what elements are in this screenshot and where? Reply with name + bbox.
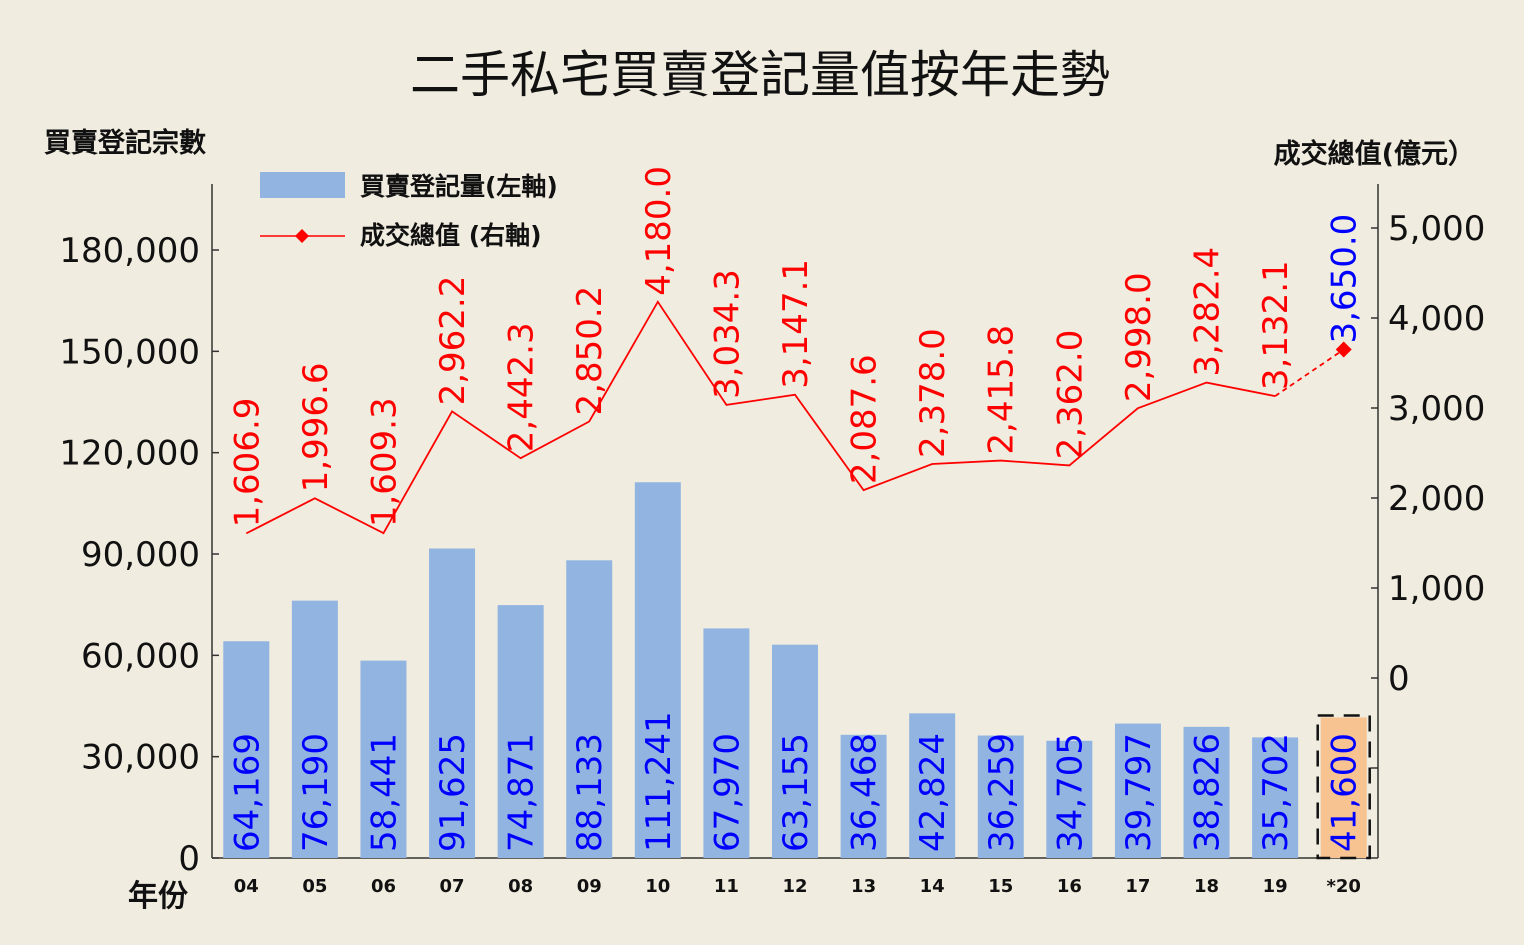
right-axis-tick-label: 1,000	[1388, 569, 1485, 609]
x-tick-label: 11	[714, 876, 739, 897]
line-data-label: 1,606.9	[227, 398, 267, 528]
line-data-label: 2,378.0	[913, 328, 953, 458]
bar	[223, 641, 270, 858]
bar-data-label: 41,600	[1325, 733, 1365, 852]
legend-line-label: 成交總值 (右軸)	[360, 221, 542, 250]
line-data-label: 2,442.3	[502, 322, 542, 452]
bar-data-label: 74,871	[502, 733, 542, 852]
x-tick-label: 07	[440, 876, 465, 897]
x-tick-label: 08	[508, 876, 533, 897]
right-axis-tick-label: 0	[1388, 659, 1410, 699]
legend-bar-swatch	[260, 172, 345, 198]
x-tick-label: 13	[851, 876, 876, 897]
left-axis-tick-label: 150,000	[59, 332, 200, 372]
bar	[497, 605, 544, 858]
bar	[772, 644, 818, 858]
left-axis-tick-label: 0	[178, 839, 200, 879]
x-tick-label: 12	[782, 876, 807, 897]
x-tick-label: 10	[645, 876, 670, 897]
left-axis-tick-label: 180,000	[59, 231, 200, 271]
x-tick-label: 18	[1194, 876, 1219, 897]
line-data-label: 2,362.0	[1050, 330, 1090, 460]
bar-data-label: 58,441	[364, 733, 404, 852]
left-axis-title: 買賣登記宗數	[44, 127, 206, 159]
x-tick-label: 05	[302, 876, 327, 897]
bar-data-label: 76,190	[296, 733, 336, 852]
x-axis-title: 年份	[128, 879, 188, 914]
x-tick-label: 16	[1057, 876, 1082, 897]
left-axis-tick-label: 90,000	[81, 535, 200, 575]
bar	[634, 482, 681, 858]
x-tick-label: 14	[920, 876, 945, 897]
bar-data-label: 42,824	[913, 733, 953, 852]
left-axis-tick-label: 60,000	[81, 636, 200, 676]
legend-bar-label: 買賣登記量(左軸)	[360, 172, 558, 201]
bar-data-label: 111,241	[639, 711, 679, 852]
highlight-box	[1316, 714, 1371, 860]
bar-data-label: 36,468	[845, 733, 885, 852]
bar	[977, 735, 1024, 858]
x-tick-label: 06	[371, 876, 396, 897]
line-data-label: 1,609.3	[364, 397, 404, 527]
bar-data-label: 34,705	[1050, 733, 1090, 852]
bar	[1046, 740, 1093, 858]
bar-data-label: 67,970	[707, 733, 747, 852]
legend-line-marker	[295, 229, 309, 243]
bar-data-label: 35,702	[1256, 733, 1296, 852]
legend: 買賣登記量(左軸) 成交總值 (右軸)	[260, 172, 558, 250]
bar-data-label: 38,826	[1188, 733, 1228, 852]
line-data-label: 3,034.3	[707, 269, 747, 399]
bar	[1320, 717, 1367, 858]
plot-area: 0 30,000 60,000 90,000 120,000 150,000 180,000…	[59, 166, 1485, 897]
right-axis-title: 成交總值(億元）	[1274, 138, 1475, 170]
bar	[703, 628, 750, 858]
value-point-marker	[1335, 341, 1352, 358]
line-data-label: 2,415.8	[982, 325, 1022, 455]
right-axis-tick-label: 4,000	[1388, 299, 1485, 339]
left-axis-tick-label: 30,000	[81, 738, 200, 778]
bar	[840, 734, 887, 858]
bar	[1183, 726, 1230, 858]
bar	[566, 560, 613, 858]
line-data-label: 2,962.2	[433, 276, 473, 406]
right-axis-tick-label: 5,000	[1388, 209, 1485, 249]
right-axis-tick-label: 3,000	[1388, 389, 1485, 429]
bar-data-label: 39,797	[1119, 733, 1159, 852]
bar	[360, 660, 407, 858]
line-data-label: 2,850.2	[570, 286, 610, 416]
x-tick-label: 19	[1263, 876, 1288, 897]
line-data-label: 3,132.1	[1256, 260, 1296, 390]
x-tick-label: *20	[1326, 876, 1360, 897]
bar-data-label: 63,155	[776, 733, 816, 852]
line-data-label: 3,147.1	[776, 259, 816, 389]
right-axis-tick-label: 2,000	[1388, 479, 1485, 519]
bar	[909, 713, 956, 858]
line-data-label: 2,087.6	[845, 354, 885, 484]
x-tick-label: 17	[1125, 876, 1150, 897]
value-line	[245, 300, 1276, 535]
value-line-dashed-segment	[1274, 348, 1345, 397]
line-data-label: 3,282.4	[1188, 247, 1228, 377]
x-tick-label: 09	[577, 876, 602, 897]
bar	[1114, 723, 1161, 858]
bar-data-label: 64,169	[227, 733, 267, 852]
bar	[1252, 737, 1299, 858]
left-axis-tick-label: 120,000	[59, 434, 200, 474]
bar	[429, 548, 476, 858]
x-tick-label: 04	[234, 876, 259, 897]
bar-data-label: 88,133	[570, 733, 610, 852]
line-data-label: 2,998.0	[1119, 272, 1159, 402]
line-data-label: 3,650.0	[1325, 214, 1365, 344]
bar-data-label: 36,259	[982, 733, 1022, 852]
bar-data-label: 91,625	[433, 733, 473, 852]
line-data-label: 1,996.6	[296, 363, 336, 493]
line-data-label: 4,180.0	[639, 166, 679, 296]
x-tick-label: 15	[988, 876, 1013, 897]
bar	[291, 600, 338, 858]
chart-title: 二手私宅買賣登記量值按年走勢	[410, 46, 1110, 104]
